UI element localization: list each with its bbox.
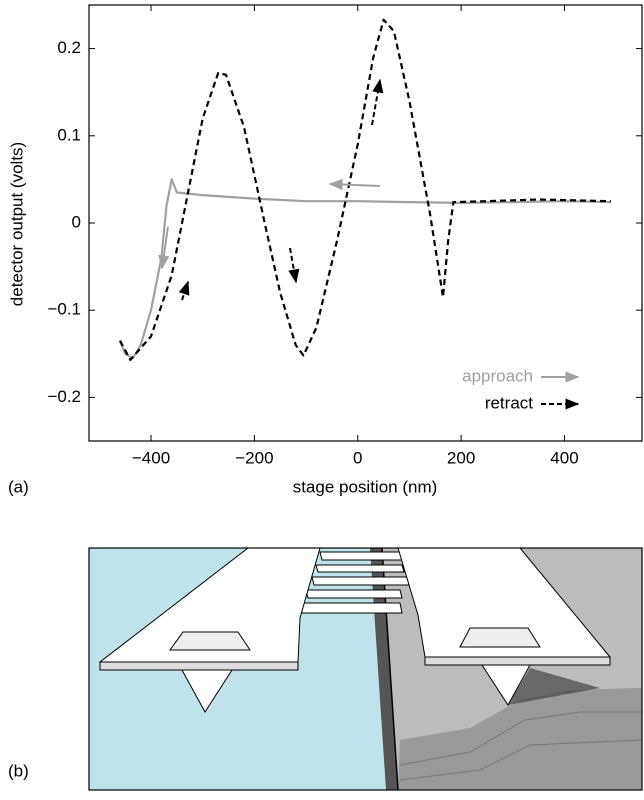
tip-hole: [169, 631, 251, 651]
y-tick-label: 0.2: [57, 38, 81, 57]
x-tick-label: −400: [132, 448, 170, 467]
finger: [311, 576, 411, 586]
edge: [381, 547, 399, 791]
layer-line: [399, 739, 643, 781]
x-tick-label: −200: [235, 448, 273, 467]
cantilever-diagram: [88, 547, 643, 791]
diagram-frame: [88, 547, 643, 791]
substrate-layer: [398, 688, 642, 790]
plot-area: −0.2 −0.1 0 0.1 0.2 −400 −200 0 200 400 approach re…: [47, 4, 643, 467]
x-tick-label: 0: [353, 448, 362, 467]
finger: [319, 551, 403, 561]
legend-label: approach: [462, 366, 533, 385]
series-line: [118, 178, 612, 360]
finger: [315, 564, 405, 573]
finger: [305, 589, 403, 599]
y-tick-label: −0.2: [47, 387, 81, 406]
axes-frame: [88, 4, 643, 442]
x-tick-label: 400: [550, 448, 578, 467]
cantilever-edge: [99, 661, 299, 671]
direction-arrow: [178, 280, 190, 301]
x-tick-label: 200: [447, 448, 475, 467]
y-tick-label: −0.1: [47, 300, 81, 319]
tip: [481, 664, 531, 706]
x-axis-label: stage position (nm): [293, 477, 438, 496]
panel-label: (a): [8, 477, 29, 496]
y-tick-label: 0.1: [57, 125, 81, 144]
series-line: [119, 18, 612, 361]
panel-label: (b): [8, 761, 29, 780]
tip-hole: [459, 627, 541, 648]
layer-line: [399, 711, 642, 766]
y-axis-label: detector output (volts): [7, 142, 26, 306]
cantilever-edge: [424, 656, 611, 666]
cantilever: [98, 547, 321, 663]
tip: [181, 669, 233, 713]
tip-shadow: [508, 668, 600, 705]
y-tick-label: 0: [72, 212, 81, 231]
finger: [299, 602, 403, 614]
direction-arrow: [288, 247, 300, 284]
direction-arrow: [158, 226, 170, 270]
direction-arrow: [328, 178, 381, 191]
direction-arrow: [371, 78, 384, 126]
legend-label: retract: [485, 393, 533, 412]
